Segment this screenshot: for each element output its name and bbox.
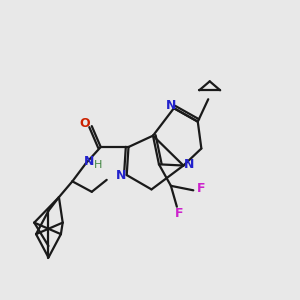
Text: F: F [196,182,205,195]
Text: N: N [116,169,126,182]
Text: N: N [84,154,94,167]
Text: H: H [94,160,102,170]
Text: N: N [184,158,194,171]
Text: N: N [166,99,176,112]
Text: F: F [175,207,184,220]
Text: O: O [79,117,90,130]
